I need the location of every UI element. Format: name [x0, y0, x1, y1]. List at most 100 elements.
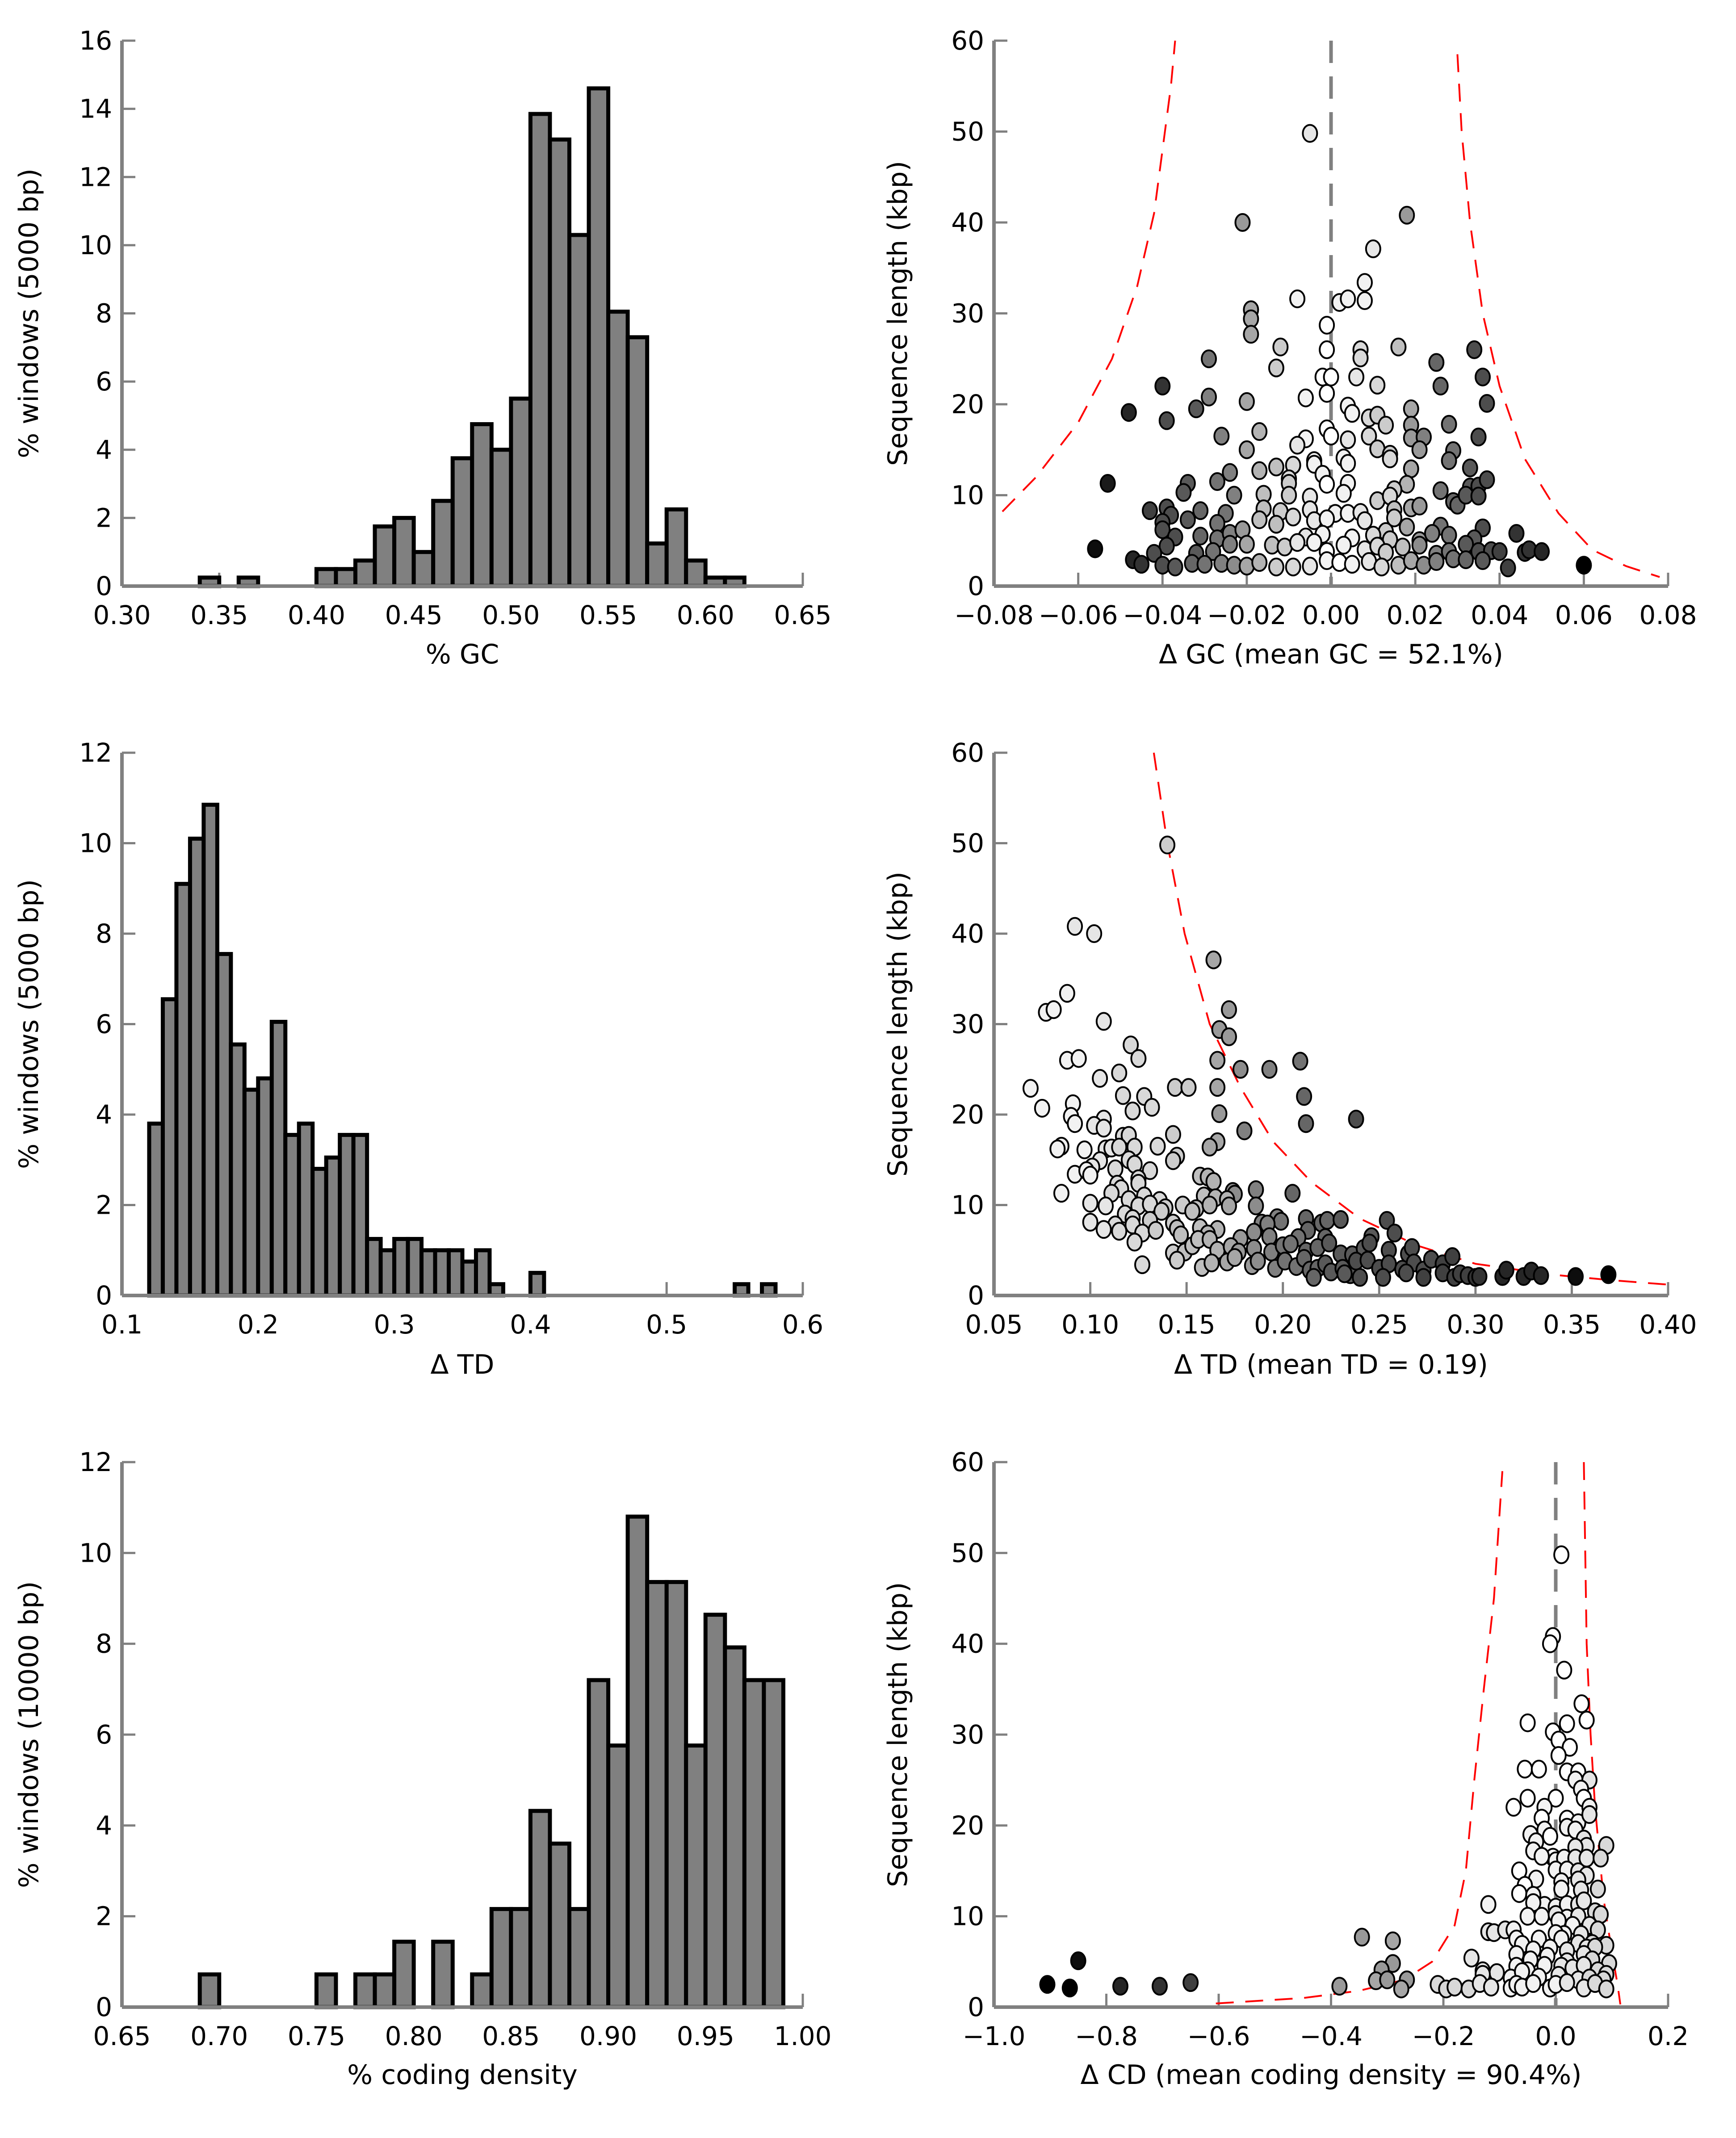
scatter-point [1600, 1265, 1617, 1284]
y-tick-label: 10 [951, 480, 984, 511]
scatter-point [1424, 524, 1440, 543]
x-tick-label: 0.5 [646, 1309, 687, 1340]
x-tick-label: 0.60 [677, 600, 734, 630]
scatter-point [1200, 387, 1217, 407]
x-tick-label: 0.85 [482, 2021, 540, 2051]
x-tick-label: 0.65 [93, 2021, 151, 2051]
histogram-bar [723, 1645, 746, 2009]
x-tick-label: 0.35 [1543, 1309, 1601, 1340]
scatter-point [1519, 1713, 1536, 1732]
scatter-point [1248, 1180, 1264, 1199]
y-tick-label: 30 [951, 1719, 984, 1750]
x-axis-label: Δ TD [431, 1349, 495, 1380]
scatter-point [1302, 124, 1318, 143]
scatter-point [1340, 430, 1356, 449]
histogram-bar [197, 1972, 222, 2009]
x-tick-label: 0.0 [1535, 2021, 1576, 2051]
x-tick-label: 0.65 [774, 600, 831, 630]
scatter-point [1086, 924, 1103, 943]
scatter-point [1141, 501, 1158, 520]
scatter-point [1458, 550, 1474, 569]
scatter-point [1573, 1694, 1590, 1713]
histogram-bar [474, 1248, 492, 1298]
scatter-point [1112, 1977, 1128, 1996]
histogram-bar [587, 1678, 611, 2009]
histogram-bar [242, 1087, 260, 1298]
scatter-point [1352, 348, 1369, 368]
scatter-point [1369, 376, 1386, 395]
scatter-point [1356, 511, 1373, 530]
scatter-point [1335, 484, 1352, 503]
scatter-point [1203, 1253, 1220, 1273]
histogram-bar [314, 1972, 338, 2009]
y-tick-label: 40 [951, 1629, 984, 1659]
histogram-bar [314, 567, 338, 588]
x-tick-label: 0.02 [1387, 600, 1444, 630]
histogram-bar [567, 233, 591, 588]
scatter-point [1209, 1051, 1226, 1070]
scatter-point [1463, 1949, 1480, 1968]
y-tick-label: 60 [951, 738, 984, 768]
scatter-point [1082, 1194, 1099, 1213]
y-tick-label: 50 [951, 828, 984, 859]
scatter-point [1475, 551, 1491, 570]
scatter-point [1282, 1234, 1299, 1253]
scatter-point [1082, 1165, 1099, 1185]
y-tick-label: 50 [951, 117, 984, 147]
scatter-point [1352, 1268, 1368, 1287]
scatter-point [1379, 1211, 1395, 1230]
scatter-point [1568, 1267, 1584, 1286]
scatter-point [1285, 507, 1301, 527]
histogram-bar [365, 1237, 383, 1298]
scatter-point [1107, 1159, 1124, 1178]
y-tick-label: 6 [96, 1009, 112, 1040]
y-tick-label: 0 [968, 1280, 984, 1311]
scatter-point [1593, 1849, 1609, 1868]
scatter-point [1243, 309, 1259, 328]
x-tick-label: 0.05 [965, 1309, 1023, 1340]
scatter-point [1115, 1086, 1131, 1105]
scatter-point [1289, 289, 1306, 308]
histogram-bar [664, 507, 688, 588]
y-tick-label: 20 [951, 1810, 984, 1840]
scatter-point [1415, 1268, 1432, 1287]
scatter-point [1475, 367, 1491, 386]
scatter-point [1550, 1746, 1567, 1765]
x-tick-label: 0.15 [1158, 1309, 1216, 1340]
histogram-bar [392, 516, 416, 588]
y-tick-label: 60 [951, 1447, 984, 1477]
scatter-point [1519, 1907, 1536, 1926]
scatter-point [1034, 1098, 1050, 1118]
scatter-point [1049, 1139, 1066, 1158]
scatter-point [1205, 542, 1221, 561]
y-tick-label: 0 [96, 1992, 112, 2022]
scatter-point [1158, 537, 1175, 556]
histogram-bar [411, 550, 436, 588]
scatter-point [1285, 558, 1301, 577]
histogram-bar [297, 1121, 315, 1298]
histogram-bar [310, 1167, 328, 1298]
scatter-point [1226, 1248, 1243, 1267]
y-tick-label: 50 [951, 1538, 984, 1568]
scatter-point [1251, 510, 1268, 529]
x-axis-label: % coding density [347, 2059, 578, 2091]
threshold-curve [1153, 752, 1669, 1286]
scatter-point [1130, 1049, 1147, 1068]
scatter-point [1428, 552, 1445, 571]
scatter-point [1099, 474, 1116, 493]
histogram-bar [324, 1155, 342, 1298]
scatter-point [1022, 1079, 1039, 1098]
scatter-point [1331, 1977, 1348, 1996]
scatter-point [1403, 399, 1419, 419]
scatter-point [1553, 1545, 1570, 1564]
threshold-curve [1456, 54, 1660, 578]
scatter-point [1298, 1114, 1314, 1133]
x-tick-label: 0.04 [1471, 600, 1528, 630]
scatter-point [1393, 1979, 1409, 1999]
scatter-point [1268, 558, 1284, 577]
x-tick-label: −0.4 [1300, 2021, 1363, 2051]
histogram-bar [188, 836, 206, 1298]
histogram-bar [431, 499, 455, 588]
histogram-bar [509, 396, 533, 588]
scatter-point [1398, 1263, 1414, 1283]
